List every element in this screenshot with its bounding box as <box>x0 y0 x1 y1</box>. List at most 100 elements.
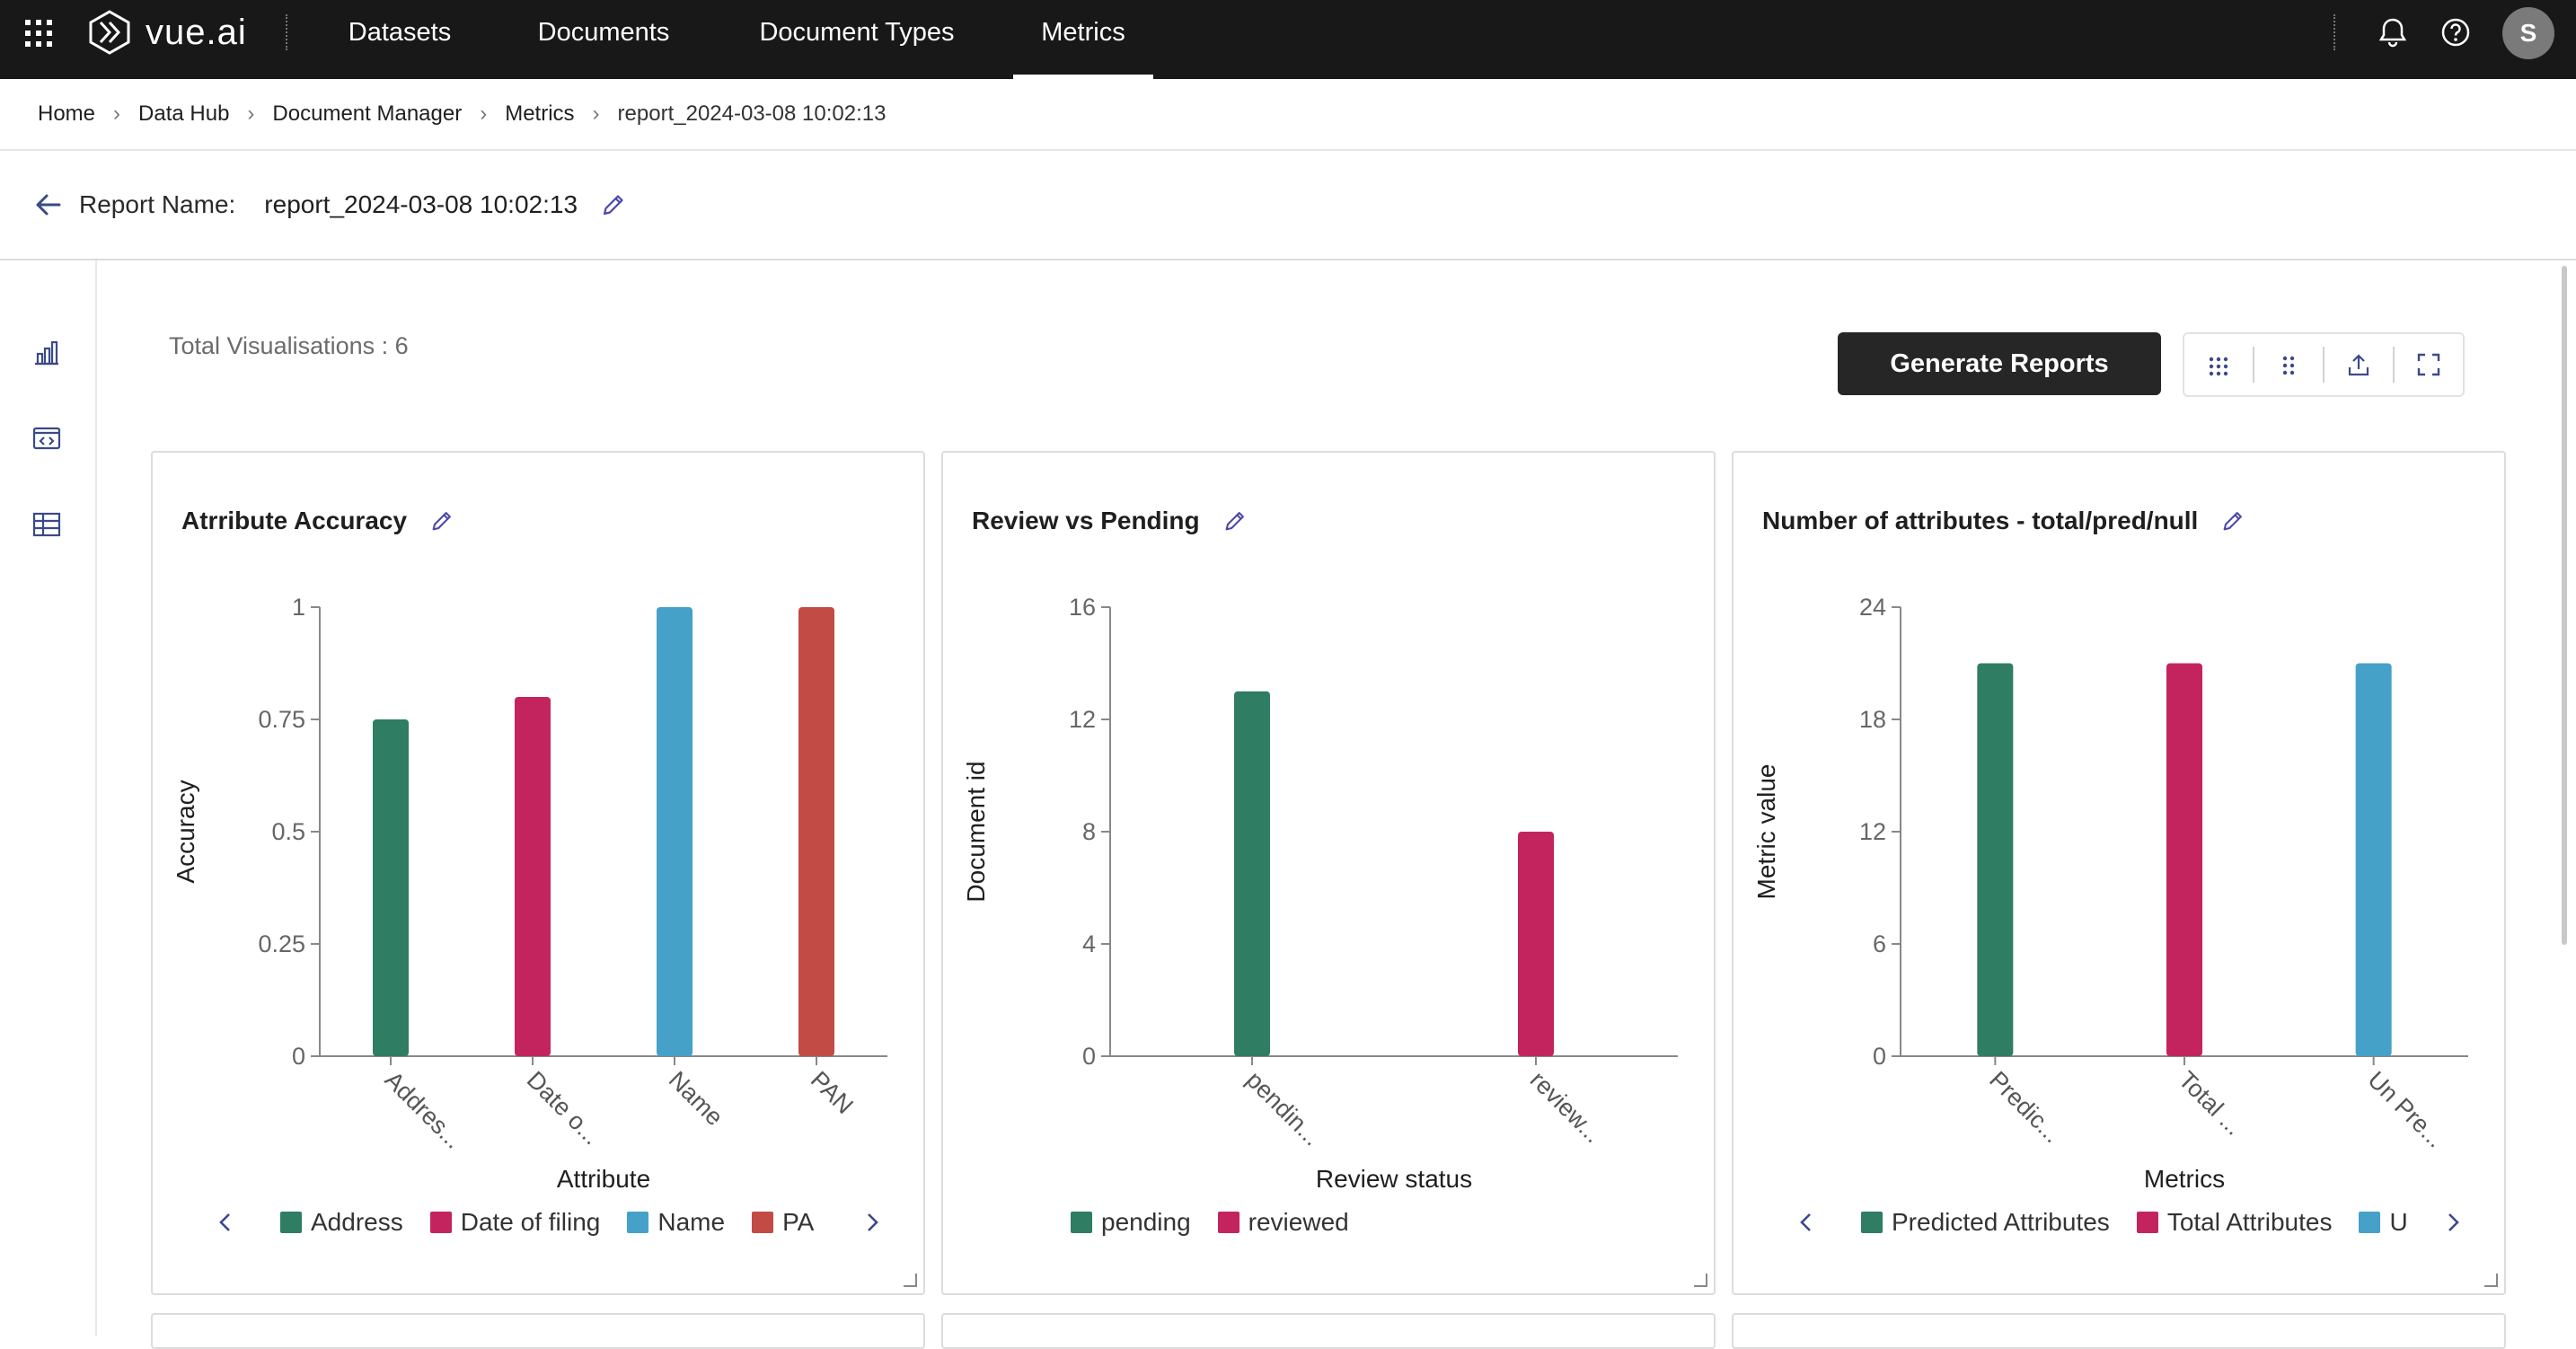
legend-item-reviewed[interactable]: reviewed <box>1217 1208 1349 1237</box>
chart-title-text: Review vs Pending <box>972 507 1200 534</box>
legend-items: pending reviewed <box>1071 1200 1663 1245</box>
legend-item-name[interactable]: Name <box>627 1208 725 1237</box>
breadcrumb-data-hub[interactable]: Data Hub <box>138 101 230 126</box>
bar-address[interactable] <box>373 719 409 1056</box>
chevron-right-icon: › <box>113 101 121 126</box>
app-launcher-icon[interactable] <box>22 16 56 50</box>
legend-item-address[interactable]: Address <box>280 1208 403 1237</box>
chevron-left-icon[interactable] <box>212 1209 239 1236</box>
chart-card <box>151 1313 925 1349</box>
chevron-right-icon: › <box>592 101 600 126</box>
code-window-icon[interactable] <box>31 422 63 454</box>
bar-chart: 0 4 8 12 16 pendin... review... Review status Do… <box>962 594 1678 1193</box>
resize-handle-icon[interactable] <box>2483 1272 2499 1288</box>
top-navigation-bar: vue.ai Datasets Documents Document Types… <box>0 0 2576 79</box>
edit-pencil-icon[interactable] <box>599 190 628 219</box>
report-header: Report Name: report_2024-03-08 10:02:13 <box>0 151 2576 260</box>
resize-handle-icon[interactable] <box>902 1272 918 1288</box>
edit-pencil-icon[interactable] <box>1222 507 1248 534</box>
y-tick-label: 0 <box>292 1043 305 1070</box>
y-tick-label: 0.75 <box>258 706 305 733</box>
y-tick-label: 8 <box>1082 818 1096 845</box>
breadcrumb-document-manager[interactable]: Document Manager <box>272 101 463 126</box>
generate-reports-button[interactable]: Generate Reports <box>1838 332 2161 395</box>
legend-item-un-predicted-attributes[interactable]: U <box>2359 1208 2408 1237</box>
legend-swatch <box>1217 1212 1239 1233</box>
y-tick-label: 0.5 <box>271 818 305 845</box>
y-tick-label: 6 <box>1873 930 1886 957</box>
chevron-right-icon[interactable] <box>859 1209 886 1236</box>
divider <box>2393 347 2395 383</box>
bar-chart-icon[interactable] <box>31 336 63 368</box>
export-button[interactable] <box>2325 334 2393 395</box>
bar-date-of-filing[interactable] <box>515 697 551 1056</box>
notification-bell-icon[interactable] <box>2375 14 2411 50</box>
legend-item-total-attributes[interactable]: Total Attributes <box>2136 1208 2332 1237</box>
divider <box>2333 14 2335 50</box>
layout-toolbar <box>2183 332 2465 397</box>
chart-card-attributes-count: Number of attributes - total/pred/null 0 6… <box>1732 451 2506 1295</box>
chart-card-attribute-accuracy: Atrribute Accuracy 0 0.25 0.5 0.75 1 Addres...… <box>151 451 925 1295</box>
bar-un-predicted-attributes[interactable] <box>2355 663 2392 1057</box>
legend-label: Predicted Attributes <box>1892 1208 2110 1236</box>
bar-pending[interactable] <box>1234 691 1270 1056</box>
table-icon[interactable] <box>31 508 63 541</box>
y-tick-label: 24 <box>1859 594 1886 621</box>
y-axis-label: Document id <box>962 761 990 902</box>
legend-item-date-of-filing[interactable]: Date of filing <box>429 1208 600 1237</box>
chart-legend: Predicted Attributes Total Attributes U <box>1734 1200 2504 1245</box>
resize-handle-icon[interactable] <box>1692 1272 1708 1288</box>
help-icon[interactable] <box>2438 14 2474 50</box>
legend-item-predicted-attributes[interactable]: Predicted Attributes <box>1861 1208 2110 1237</box>
y-tick-label: 0 <box>1873 1043 1886 1070</box>
legend-item-pan[interactable]: PA <box>752 1208 814 1237</box>
x-tick-label: review... <box>1525 1066 1607 1148</box>
user-avatar[interactable]: S <box>2502 7 2554 59</box>
bar-pan[interactable] <box>798 607 834 1056</box>
fullscreen-button[interactable] <box>2395 334 2463 395</box>
chart-card <box>1732 1313 2506 1349</box>
logo-text: vue.ai <box>146 12 247 52</box>
legend-swatch <box>1861 1212 1883 1233</box>
edit-pencil-icon[interactable] <box>2219 507 2246 534</box>
legend-items: Address Date of filing Name PA <box>280 1200 855 1245</box>
breadcrumb-home[interactable]: Home <box>38 101 96 126</box>
scrollbar[interactable] <box>2562 266 2567 945</box>
grid-sparse-button[interactable] <box>2254 334 2323 395</box>
y-tick-label: 1 <box>292 594 305 621</box>
legend-swatch <box>627 1212 649 1233</box>
edit-pencil-icon[interactable] <box>428 507 455 534</box>
legend-label: Address <box>311 1208 403 1236</box>
breadcrumb-metrics[interactable]: Metrics <box>505 101 575 126</box>
legend-label: pending <box>1101 1208 1191 1236</box>
nav-metrics[interactable]: Metrics <box>1013 0 1153 79</box>
bar-total-attributes[interactable] <box>2166 663 2202 1057</box>
legend-swatch <box>280 1212 302 1233</box>
legend-item-pending[interactable]: pending <box>1071 1208 1191 1237</box>
bar-chart: 0 6 12 18 24 Predic... Total ... Un Pre... Metri… <box>1752 594 2468 1193</box>
chart-title-text: Number of attributes - total/pred/null <box>1762 507 2199 534</box>
nav-document-types[interactable]: Document Types <box>759 18 955 47</box>
legend-swatch <box>2359 1212 2381 1233</box>
chevron-right-icon: › <box>480 101 488 126</box>
nav-datasets[interactable]: Datasets <box>348 18 452 47</box>
chart-card <box>941 1313 1716 1349</box>
legend-label: PA <box>782 1208 815 1236</box>
chevron-left-icon[interactable] <box>1793 1209 1820 1236</box>
chevron-right-icon[interactable] <box>2439 1209 2466 1236</box>
grid-dense-button[interactable] <box>2184 334 2253 395</box>
bar-reviewed[interactable] <box>1518 832 1554 1056</box>
bar-name[interactable] <box>657 607 693 1056</box>
bar-predicted-attributes[interactable] <box>1977 663 2014 1057</box>
x-tick-label: PAN <box>806 1066 859 1119</box>
divider <box>2253 347 2254 383</box>
vue-ai-logo[interactable]: vue.ai <box>86 7 247 57</box>
chart-title: Number of attributes - total/pred/null <box>1762 507 2246 535</box>
nav-documents[interactable]: Documents <box>537 18 670 47</box>
x-tick-label: Date o... <box>522 1066 605 1150</box>
divider <box>2323 347 2325 383</box>
y-tick-label: 12 <box>1859 818 1886 845</box>
x-tick-label: Addres... <box>380 1066 468 1154</box>
chevron-right-icon: › <box>247 101 255 126</box>
back-arrow-icon[interactable] <box>31 187 66 223</box>
